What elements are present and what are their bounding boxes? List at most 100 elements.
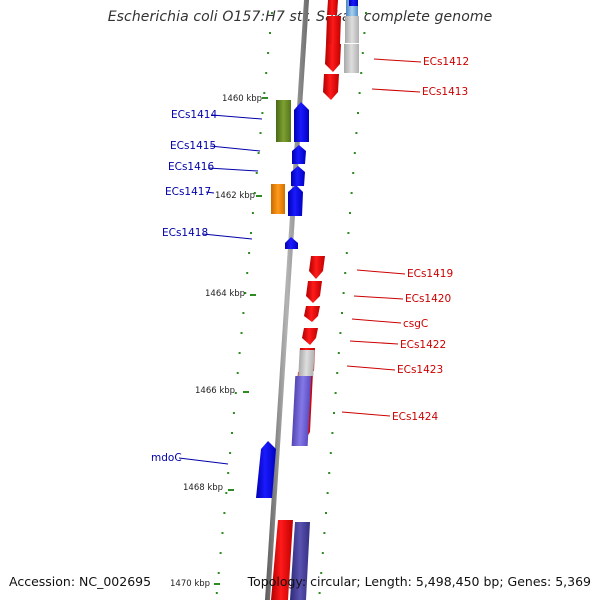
tick-mark (221, 532, 224, 534)
gene-name: csgC (403, 318, 428, 330)
cog-box (345, 16, 359, 43)
tick-mark (361, 52, 364, 54)
gene-arrow[interactable] (302, 328, 318, 345)
gene-arrow[interactable] (288, 185, 303, 216)
cog-box (349, 0, 358, 6)
tick-mark (328, 472, 331, 474)
tick-mark (223, 512, 226, 514)
gene-label-ECs1414[interactable]: ECs1414 (171, 109, 263, 121)
gene-label-ECs1416[interactable]: ECs1416 (168, 161, 259, 173)
tick-mark (329, 452, 332, 454)
scale-label: 1470 kbp (170, 579, 210, 589)
gene-label-ECs1420[interactable]: ECs1420 (353, 293, 451, 305)
cog-box (276, 100, 291, 142)
scale-tick (214, 583, 220, 585)
gene-name: ECs1416 (168, 161, 214, 173)
tick-mark (248, 252, 251, 254)
tick-mark (353, 152, 356, 154)
tick-mark (358, 92, 361, 94)
gene-label-ECs1422[interactable]: ECs1422 (349, 339, 446, 351)
tick-mark (270, 12, 273, 14)
gene-arrow[interactable] (306, 281, 322, 303)
tick-mark (342, 292, 345, 294)
reverse-strand-features (256, 0, 358, 498)
cog-box (271, 184, 285, 214)
tick-mark (345, 252, 348, 254)
gene-arrow[interactable] (309, 256, 325, 279)
gene-name: ECs1418 (162, 227, 208, 239)
gene-arrow[interactable] (323, 74, 339, 100)
forward-gene-labels: ECs1412 ECs1413 ECs1419 ECs1420 csgC ECs… (341, 56, 469, 423)
gene-name: mdoC (151, 452, 182, 464)
gene-label-ECs1413[interactable]: ECs1413 (371, 86, 468, 98)
gene-arrow[interactable] (285, 237, 298, 249)
tick-mark (320, 572, 323, 574)
scale-label: 1466 kbp (195, 386, 235, 396)
tick-mark (215, 592, 218, 594)
scale-tick (243, 391, 249, 393)
tick-mark (263, 92, 266, 94)
tick-mark (227, 472, 230, 474)
gene-label-ECs1423[interactable]: ECs1423 (346, 364, 443, 376)
tick-mark (339, 332, 342, 334)
cog-box (344, 44, 359, 73)
tick-mark (269, 32, 271, 34)
tick-mark (234, 392, 237, 394)
scale-tick (262, 97, 268, 99)
gene-label-csgC[interactable]: csgC (351, 318, 428, 330)
gene-label-ECs1417[interactable]: ECs1417 (165, 186, 215, 198)
gene-name: ECs1415 (170, 140, 216, 152)
gene-arrow[interactable] (292, 145, 306, 164)
tick-mark (257, 152, 260, 154)
tick-mark (217, 572, 220, 574)
tick-mark (236, 372, 239, 374)
gene-label-ECs1419[interactable]: ECs1419 (356, 268, 453, 280)
gene-label-ECs1412[interactable]: ECs1412 (373, 56, 469, 68)
gene-arrow[interactable] (325, 44, 341, 72)
scale-label: 1464 kbp (205, 289, 245, 299)
tick-mark (360, 72, 363, 74)
scale-label: 1468 kbp (183, 483, 223, 493)
gene-name: ECs1417 (165, 186, 211, 198)
gene-arrow[interactable] (256, 441, 276, 498)
gene-arrow[interactable] (327, 0, 338, 15)
gene-arrow[interactable] (294, 102, 309, 142)
gene-name: ECs1412 (423, 56, 469, 68)
tick-mark (326, 492, 329, 494)
tick-mark (334, 392, 337, 394)
tick-mark (341, 312, 343, 314)
tick-mark (242, 312, 245, 314)
scale-ruler: 1460 kbp 1462 kbp 1464 kbp 1466 kbp 1468… (170, 94, 268, 589)
tick-mark (337, 352, 340, 354)
genome-summary: Topology: circular; Length: 5,498,450 bp… (247, 574, 591, 589)
genome-title: Escherichia coli O157:H7 str. Sakai, com… (107, 9, 493, 25)
gene-label-ECs1424[interactable]: ECs1424 (341, 411, 438, 423)
tick-mark (352, 172, 355, 174)
genome-backbone (265, 0, 309, 600)
gene-name: ECs1413 (422, 86, 468, 98)
gene-arrow[interactable] (271, 520, 293, 600)
tick-mark (251, 212, 254, 214)
tick-mark (219, 552, 222, 554)
gene-label-ECs1415[interactable]: ECs1415 (170, 140, 261, 152)
gene-name: ECs1414 (171, 109, 217, 121)
forward-strand-features (271, 0, 359, 600)
tick-mark (349, 212, 351, 214)
tick-mark (350, 192, 353, 194)
gene-arrow[interactable] (326, 16, 341, 44)
tick-mark (318, 592, 321, 594)
gene-name: ECs1420 (405, 293, 451, 305)
tick-mark (333, 412, 335, 414)
tick-mark (357, 112, 359, 114)
gene-arrow[interactable] (291, 166, 305, 186)
gene-label-mdoC[interactable]: mdoC (151, 452, 229, 465)
tick-mark (267, 52, 270, 54)
gene-label-ECs1418[interactable]: ECs1418 (162, 227, 253, 240)
tick-mark (265, 72, 268, 74)
tick-mark (259, 132, 262, 134)
gene-arrow[interactable] (304, 306, 320, 322)
tick-mark (261, 112, 264, 114)
gene-arrow[interactable] (290, 522, 310, 600)
